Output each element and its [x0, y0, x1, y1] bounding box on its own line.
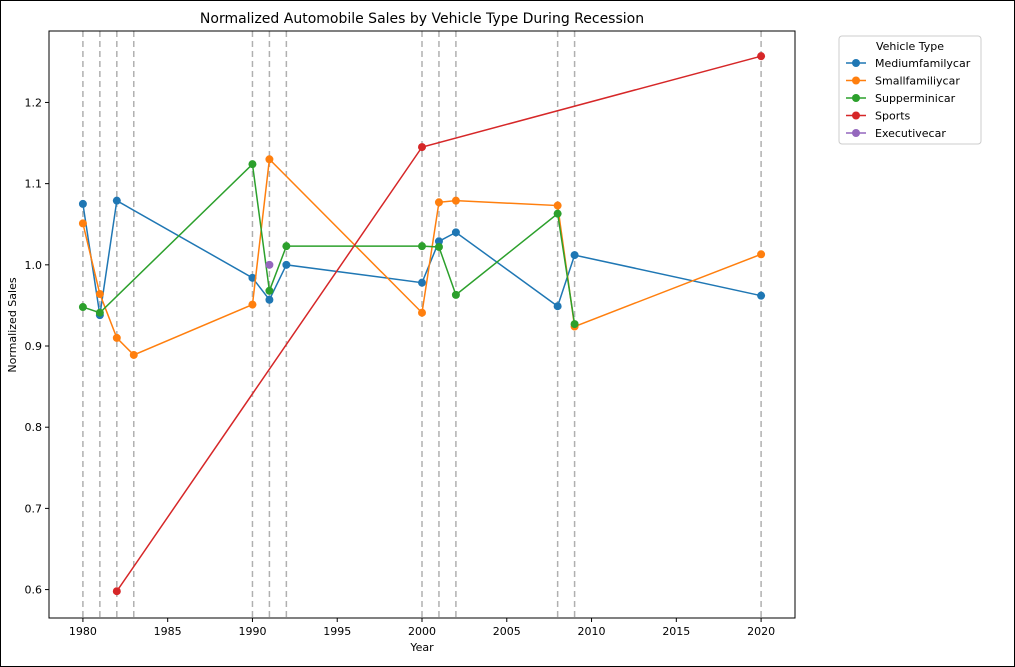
legend-marker — [852, 129, 860, 137]
data-point-executivecar — [265, 260, 274, 269]
series-supperminicar — [78, 160, 579, 329]
series-mediumfamilycar — [78, 196, 766, 320]
data-point-mediumfamilycar — [248, 273, 257, 282]
data-point-mediumfamilycar — [265, 295, 274, 304]
x-axis-title: Year — [409, 641, 434, 654]
series-layer — [78, 52, 766, 596]
data-point-mediumfamilycar — [757, 291, 766, 300]
data-point-mediumfamilycar — [282, 260, 291, 269]
x-tick-label: 2015 — [662, 625, 690, 638]
x-tick-label: 1995 — [323, 625, 351, 638]
legend-items: Mediumfamilycar Smallfamiliycar Suppermini… — [846, 57, 971, 140]
data-point-supperminicar — [78, 303, 87, 312]
series-line-supperminicar — [82, 162, 576, 325]
legend-item-mediumfamilycar: Mediumfamilycar — [846, 57, 971, 70]
data-point-sports — [757, 52, 766, 61]
data-point-mediumfamilycar — [112, 196, 121, 205]
data-point-supperminicar — [418, 242, 426, 251]
legend-label: Mediumfamilycar — [875, 57, 971, 70]
data-point-sports — [418, 143, 426, 152]
data-point-mediumfamilycar — [553, 302, 562, 311]
legend: Vehicle Type Mediumfamilycar Smallfamiliy… — [838, 35, 982, 145]
data-point-supperminicar — [570, 320, 579, 329]
x-tick-label: 2000 — [408, 625, 436, 638]
data-point-smallfamiliycar — [112, 333, 121, 342]
data-point-supperminicar — [265, 286, 274, 295]
data-point-smallfamiliycar — [757, 250, 766, 259]
recession-lines — [82, 31, 762, 618]
y-axis-title: Normalized Sales — [6, 277, 19, 372]
x-axis: 1980 1985 1990 1995 2000 2005 2010 2015 2020 — [69, 618, 775, 638]
data-point-mediumfamilycar — [78, 199, 87, 208]
legend-label: Executivecar — [875, 127, 946, 140]
data-point-supperminicar — [553, 209, 562, 218]
series-line-smallfamiliycar — [82, 157, 762, 356]
x-tick-label: 1980 — [69, 625, 97, 638]
legend-marker — [852, 59, 860, 67]
y-tick-label: 0.6 — [25, 584, 43, 597]
x-tick-label: 1990 — [238, 625, 266, 638]
legend-label: Smallfamiliycar — [875, 75, 960, 88]
data-point-smallfamiliycar — [78, 219, 87, 228]
data-point-mediumfamilycar — [418, 278, 426, 287]
data-point-sports — [112, 587, 121, 596]
legend-item-sports: Sports — [846, 110, 911, 123]
data-point-smallfamiliycar — [248, 300, 257, 309]
data-point-smallfamiliycar — [418, 308, 426, 317]
data-point-smallfamiliycar — [451, 196, 460, 205]
x-tick-label: 2020 — [747, 625, 775, 638]
x-tick-label: 2010 — [578, 625, 606, 638]
data-point-mediumfamilycar — [434, 237, 443, 246]
legend-box — [838, 35, 982, 145]
y-tick-label: 0.7 — [25, 502, 43, 515]
y-tick-label: 1.0 — [25, 259, 43, 272]
legend-item-executivecar: Executivecar — [846, 127, 946, 140]
legend-marker — [852, 111, 860, 120]
data-point-supperminicar — [451, 290, 460, 299]
y-axis: 0.6 0.7 0.8 0.9 1.0 1.1 1.2 — [25, 96, 49, 597]
legend-marker — [852, 94, 860, 102]
data-point-smallfamiliycar — [265, 155, 274, 164]
data-point-smallfamiliycar — [95, 290, 104, 299]
legend-title: Vehicle Type — [876, 40, 944, 53]
legend-item-smallfamiliycar: Smallfamiliycar — [846, 75, 960, 88]
legend-label: Sports — [875, 110, 911, 123]
chart-title: Normalized Automobile Sales by Vehicle T… — [200, 11, 644, 27]
data-point-smallfamiliycar — [553, 201, 562, 210]
data-point-mediumfamilycar — [451, 228, 460, 237]
data-point-mediumfamilycar — [570, 251, 579, 260]
y-tick-label: 1.2 — [25, 96, 43, 109]
data-point-supperminicar — [434, 242, 443, 251]
x-tick-label: 1985 — [154, 625, 182, 638]
data-point-supperminicar — [248, 160, 257, 169]
series-line-mediumfamilycar — [82, 199, 762, 316]
data-point-smallfamiliycar — [434, 198, 443, 207]
legend-item-supperminicar: Supperminicar — [846, 92, 956, 105]
data-point-supperminicar — [282, 242, 291, 251]
series-smallfamiliycar — [78, 155, 766, 359]
series-executivecar — [265, 260, 274, 269]
legend-label: Supperminicar — [875, 92, 956, 105]
y-tick-label: 0.8 — [25, 421, 43, 434]
y-tick-label: 1.1 — [25, 178, 43, 191]
series-sports — [112, 52, 766, 596]
x-tick-label: 2005 — [493, 625, 521, 638]
data-point-supperminicar — [95, 308, 104, 317]
y-tick-label: 0.9 — [25, 340, 43, 353]
legend-marker — [852, 76, 860, 85]
data-point-smallfamiliycar — [129, 350, 138, 359]
